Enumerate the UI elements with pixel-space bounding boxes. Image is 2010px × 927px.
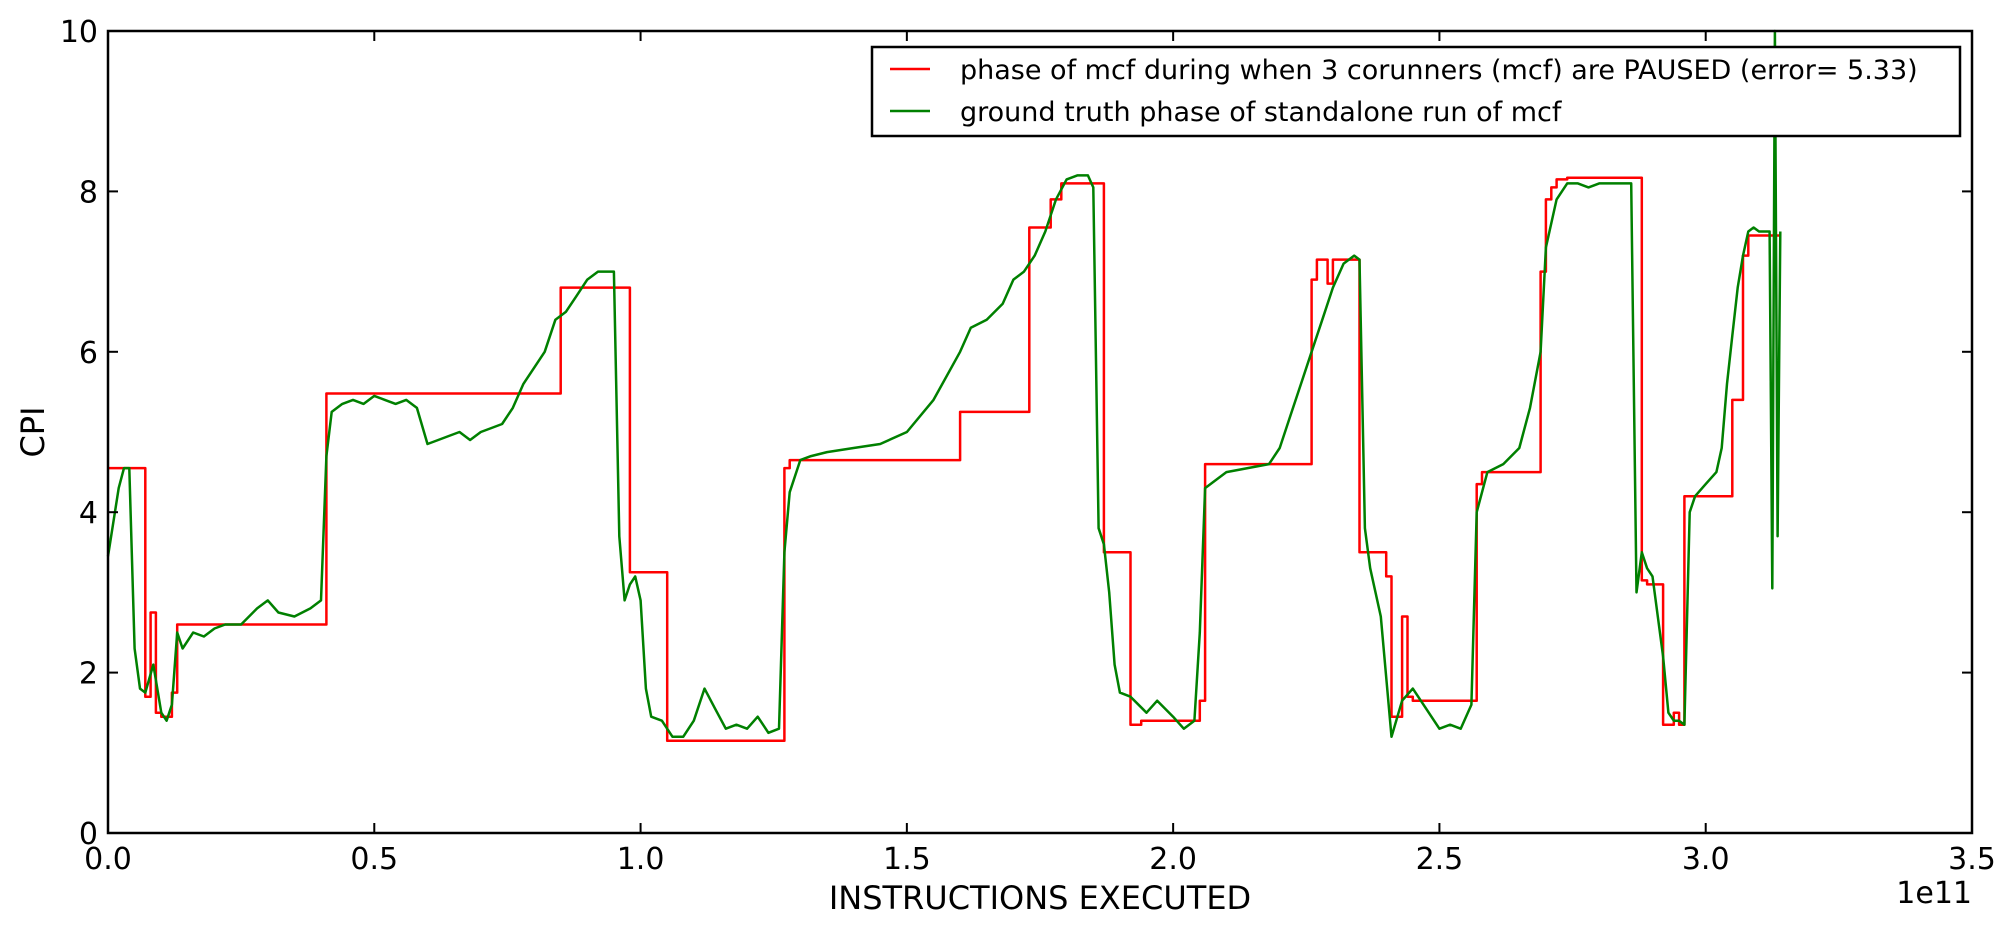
axis-ticks bbox=[107, 30, 1973, 834]
y-tick-label: 8 bbox=[79, 175, 98, 210]
y-tick-label: 10 bbox=[60, 15, 98, 50]
legend-label-paused-phase: phase of mcf during when 3 corunners (mc… bbox=[960, 55, 1918, 86]
plot-lines bbox=[106, 29, 1782, 743]
y-tick-label: 0 bbox=[79, 817, 98, 852]
x-tick-label: 3.0 bbox=[1682, 842, 1730, 877]
legend-box bbox=[870, 45, 1962, 138]
x-tick-label: 1.5 bbox=[883, 842, 931, 877]
x-axis-label: INSTRUCTIONS EXECUTED bbox=[829, 879, 1251, 917]
y-tick-label: 6 bbox=[79, 336, 98, 371]
x-tick-label: 0.0 bbox=[84, 842, 132, 877]
x-tick-label: 0.5 bbox=[350, 842, 398, 877]
tick-labels: 0.0 0.5 1.0 1.5 2.0 2.5 3.0 3.5 0 2 4 6 8 10 bbox=[60, 15, 1996, 877]
x-tick-label: 3.5 bbox=[1948, 842, 1996, 877]
y-tick-label: 2 bbox=[79, 657, 98, 692]
y-axis-label: CPI bbox=[14, 406, 52, 457]
plot-frame bbox=[106, 29, 1974, 835]
x-tick-label: 1.0 bbox=[617, 842, 665, 877]
legend: phase of mcf during when 3 corunners (mc… bbox=[870, 45, 1962, 138]
x-axis-offset-label: 1e11 bbox=[1896, 876, 1972, 911]
series-line-1 bbox=[106, 29, 1782, 739]
series-line-0 bbox=[108, 176, 1781, 743]
legend-label-ground-truth: ground truth phase of standalone run of … bbox=[960, 97, 1563, 128]
x-tick-label: 2.5 bbox=[1416, 842, 1464, 877]
y-tick-label: 4 bbox=[79, 496, 98, 531]
x-tick-label: 2.0 bbox=[1149, 842, 1197, 877]
